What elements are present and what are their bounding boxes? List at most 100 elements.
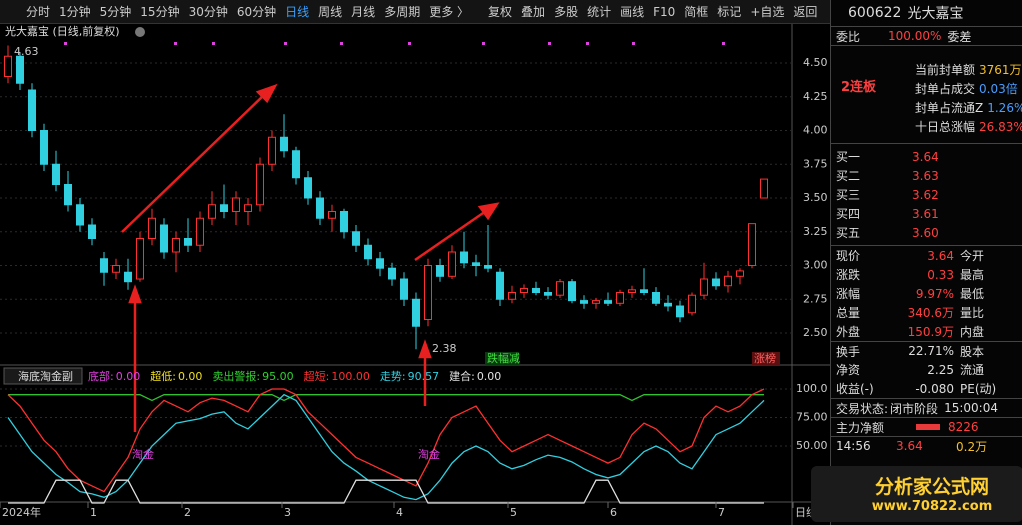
candle-body [484, 265, 492, 269]
candle-body [400, 278, 408, 300]
seal-row: 封单占流通Z 1.26% [831, 98, 1022, 117]
toolbar-button[interactable]: 简框 [684, 5, 709, 19]
header-row: 600622 光大嘉宝 [831, 0, 1022, 26]
legend-label: 建合: [449, 369, 475, 383]
toolbar-button[interactable]: 30分钟 [188, 5, 228, 19]
toolbar-button[interactable]: 更多 〉 [429, 5, 470, 19]
indicator-line [7, 388, 765, 493]
candle-body [592, 300, 600, 304]
candle-body [448, 251, 456, 277]
toolbar-button[interactable]: 画线 [620, 5, 645, 19]
toolbar-button[interactable]: 叠加 [521, 5, 546, 19]
label: 十日总涨幅 [915, 120, 976, 134]
indicator-name-box[interactable] [3, 367, 83, 385]
candle-body [724, 275, 732, 287]
toolbar-button[interactable]: 1分钟 [59, 5, 91, 19]
x-tick-label: 7 [718, 506, 725, 519]
seal-row: 十日总涨幅 26.83% [831, 117, 1022, 136]
stat-row: 净资 2.25 流通 [831, 360, 1022, 379]
value: -0.080 [915, 381, 954, 396]
label: 股本 [960, 344, 985, 359]
label: 封单占成交 [915, 82, 976, 96]
candle-body [364, 244, 372, 260]
legend-value: 100.00 [331, 370, 370, 383]
legend-label: 卖出警报: [212, 369, 260, 383]
title-dropdown[interactable] [135, 27, 145, 37]
candle-body [424, 265, 432, 320]
candle-body [280, 136, 288, 152]
board-tag: 2连板 [841, 80, 877, 95]
candle-body [664, 302, 672, 307]
candle-body [568, 281, 576, 302]
y-tick-label: 50.00 [796, 439, 828, 452]
y-tick-label: 100.0 [796, 382, 828, 395]
value: 3.64 [927, 248, 954, 263]
x-tick-label: 5 [510, 506, 517, 519]
label: 现价 [836, 249, 861, 263]
candle-body [184, 238, 192, 246]
candle-body [196, 217, 204, 246]
label: 买四 [836, 207, 861, 221]
ratio-row: 委比 100.00% 委差 [831, 26, 1022, 45]
value: 3.61 [912, 206, 939, 221]
x-tick-label: 4 [396, 506, 403, 519]
high-label: 4.63 [14, 45, 39, 58]
y-tick-label: 3.25 [803, 225, 828, 238]
toolbar-button[interactable]: 多周期 [384, 5, 421, 19]
candle-body [532, 287, 540, 294]
toolbar-button[interactable]: F10 [653, 4, 676, 19]
toolbar-button[interactable]: 月线 [351, 5, 376, 19]
indicator-name: 海底淘金副 [18, 369, 73, 383]
toolbar-button[interactable]: 标记 [717, 5, 742, 19]
candle-body [628, 289, 636, 293]
toolbar-button[interactable]: 15分钟 [140, 5, 180, 19]
candle-body [16, 55, 24, 84]
toolbar-button[interactable]: 返回 [793, 5, 818, 19]
toolbar-button[interactable]: 多股 [554, 5, 579, 19]
legend-value: 0.00 [178, 370, 203, 383]
value: 3.63 [912, 168, 939, 183]
toolbar-button[interactable]: +自选 [750, 5, 785, 19]
board-area: 2连板 当前封单额 3761万 封单占成交 0.03倍 封单占流通Z 1.26% 十日总涨幅 2… [831, 45, 1022, 143]
time: 14:56 [836, 439, 871, 453]
label: 最低 [960, 287, 985, 301]
value: 26.83% [979, 119, 1022, 134]
toolbar-button[interactable]: 分时 [26, 5, 51, 19]
logo: 分析家公式网 www.70822.com [811, 466, 1022, 522]
candle-body [604, 300, 612, 304]
candle-body [52, 163, 60, 185]
stat-row: 现价 3.64 今开 [831, 246, 1022, 265]
price: 3.64 [896, 439, 923, 453]
toolbar: 分时 1分钟 5分钟 15分钟 30分钟 60分钟 日线 周线 月线 多周期 更多 〉 复权 叠加 多股统… [0, 0, 830, 24]
candle-body [172, 238, 180, 253]
label: 量比 [960, 306, 985, 320]
legend-label: 超低: [150, 369, 176, 383]
label: 外盘 [836, 325, 861, 339]
label: 买三 [836, 188, 861, 202]
tag-box [485, 352, 519, 365]
toolbar-button[interactable]: 日线 [285, 5, 310, 19]
value: 340.6万 [907, 306, 954, 320]
toolbar-button[interactable]: 统计 [587, 5, 612, 19]
toolbar-button[interactable]: 60分钟 [236, 5, 277, 19]
label: 封单占流通Z [915, 101, 984, 115]
value: 22.71% [908, 344, 954, 358]
candle-body [40, 130, 48, 165]
toolbar-button[interactable]: 5分钟 [99, 5, 132, 19]
label: 流通 [960, 363, 985, 377]
toolbar-button[interactable]: 复权 [488, 5, 513, 19]
chart-area: 光大嘉宝 (日线,前复权) 4.50 4.25 4.00 3.75 3.50 3.25 3.… [0, 24, 830, 525]
legend-value: 0.00 [116, 370, 141, 383]
toolbar-button[interactable]: 周线 [318, 5, 343, 19]
indicator-line [8, 394, 764, 402]
candle-body [412, 298, 420, 327]
candle-body [544, 292, 552, 296]
y-tick-label: 4.25 [803, 90, 828, 103]
candle-body [160, 224, 168, 253]
candle-body [268, 136, 276, 165]
main-net-row: 主力净额 8226 [831, 417, 1022, 436]
label: 涨跌 [836, 268, 861, 282]
value: 2.25 [927, 362, 954, 377]
candle-body [388, 267, 396, 280]
y-tick-label: 3.00 [803, 259, 828, 272]
